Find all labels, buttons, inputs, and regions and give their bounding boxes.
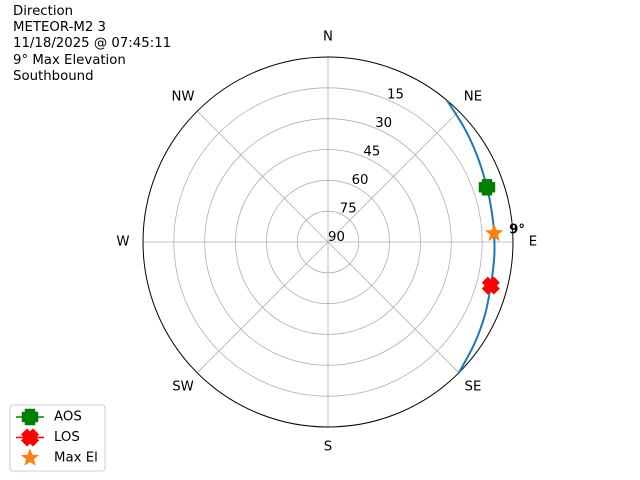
grid-spoke [327, 110, 460, 243]
legend-marker-aos [21, 408, 39, 426]
compass-label-e: E [529, 235, 537, 250]
pass-track-line [446, 99, 496, 374]
elevation-tick-label: 15 [387, 88, 404, 103]
marker-los [481, 276, 500, 295]
title-line: Southbound [13, 68, 94, 84]
legend-label: Max El [54, 451, 98, 466]
legend-marker-los-shape [20, 428, 40, 447]
elevation-tick-label: 75 [340, 202, 357, 217]
polar-frame [142, 56, 514, 428]
legend-label: LOS [54, 430, 80, 445]
grid-spoke [196, 241, 329, 374]
compass-label-se: SE [465, 379, 482, 394]
title-line: 11/18/2025 @ 07:45:11 [13, 36, 172, 52]
compass-label-w: W [116, 235, 129, 250]
legend-label: AOS [54, 410, 82, 425]
compass-label-n: N [323, 30, 333, 45]
elevation-tick-label: 30 [375, 116, 392, 131]
title-line: 9° Max Elevation [13, 52, 126, 68]
compass-label-sw: SW [172, 379, 194, 394]
legend: AOS LOS Max El [9, 404, 106, 472]
elevation-tick-label: 60 [352, 173, 369, 188]
compass-label-ne: NE [464, 90, 482, 105]
marker-aos [478, 179, 496, 196]
max-elevation-annotation: 9° [509, 222, 525, 237]
elevation-tick-label: 90 [328, 230, 345, 245]
grid-spoke [327, 241, 460, 374]
legend-marker-max-el [20, 448, 40, 466]
compass-label-s: S [324, 440, 332, 455]
elevation-tick-label: 45 [363, 145, 380, 160]
title-line: Direction [13, 4, 74, 19]
compass-label-nw: NW [171, 90, 194, 105]
legend-marker-los [20, 428, 40, 447]
marker-los-shape [481, 276, 500, 295]
title-line: METEOR-M2 3 [13, 20, 106, 36]
marker-max-el [484, 223, 504, 242]
chart-title: Direction METEOR-M2 3 11/18/2025 @ 07:45… [13, 4, 171, 85]
grid-spoke [196, 110, 329, 243]
